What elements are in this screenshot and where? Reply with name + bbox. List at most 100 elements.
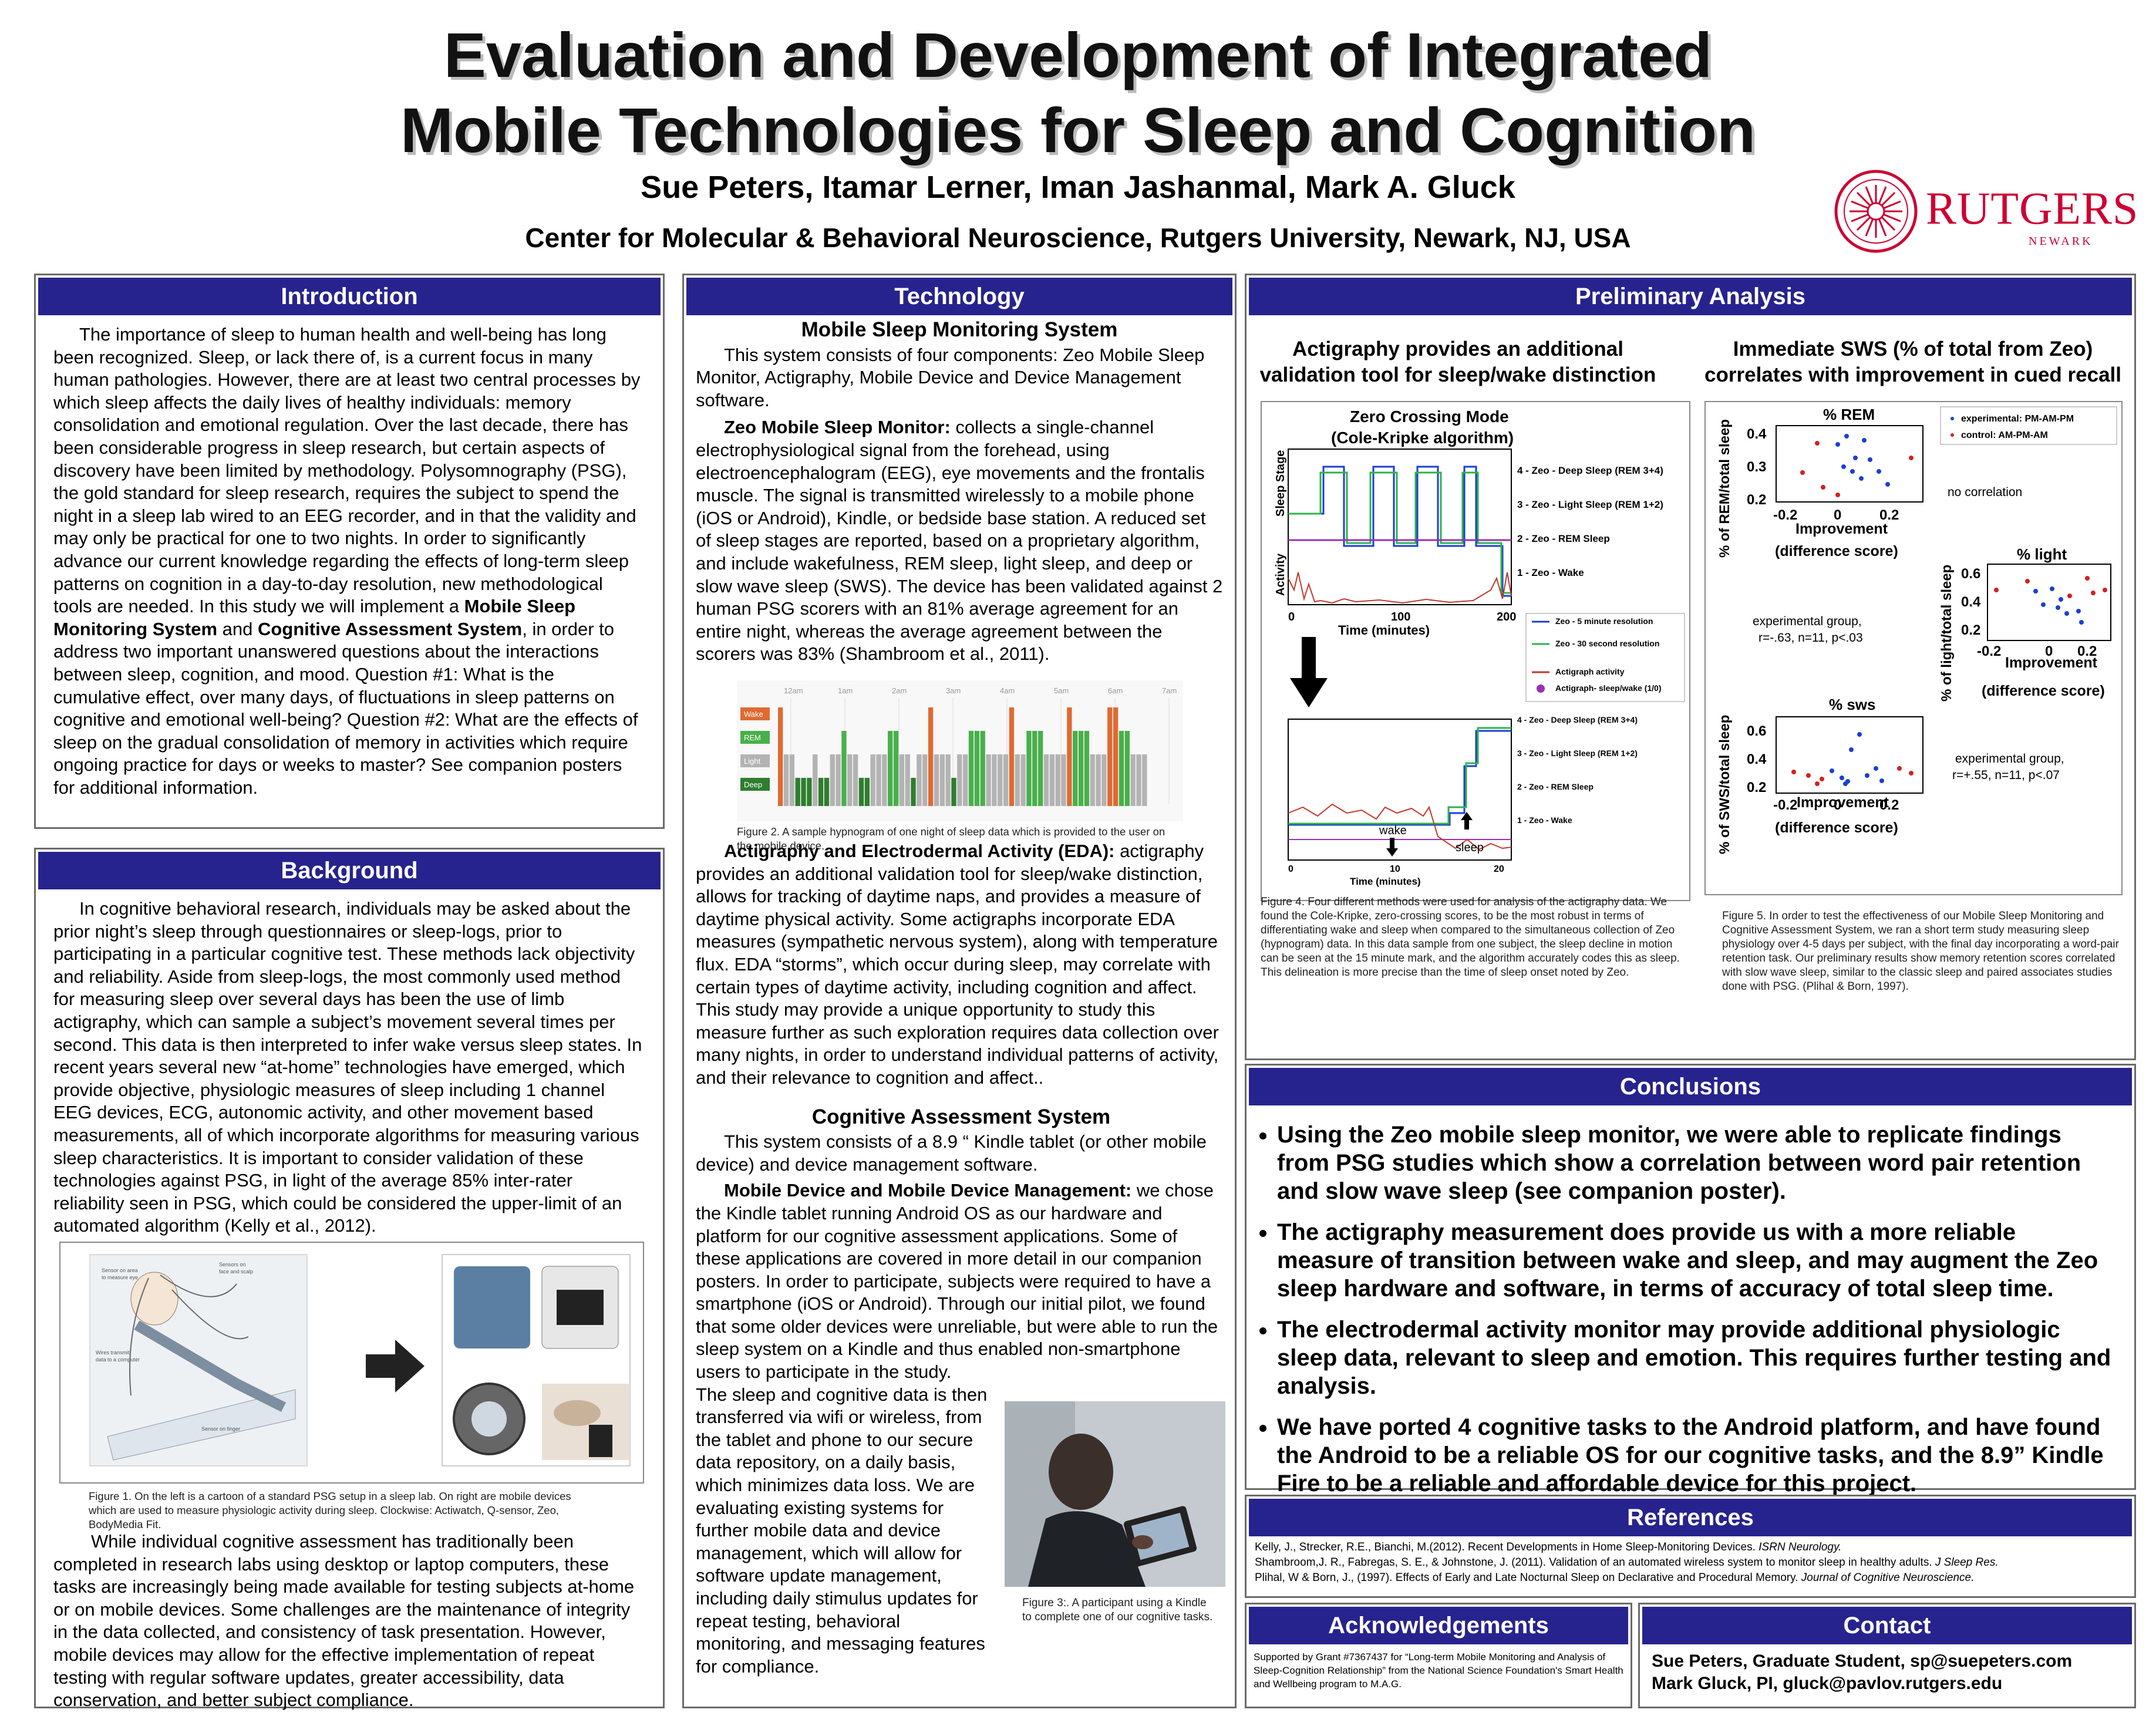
background-text-2: While individual cognitive assessment ha… <box>53 1531 635 1711</box>
contact-heading: Contact <box>1642 1607 2132 1644</box>
reference-2: Shambroom,J. R., Fabregas, S. E., & John… <box>1255 1555 2126 1570</box>
affiliation: Center for Molecular & Behavioral Neuros… <box>525 222 1631 253</box>
act-bottom-wake-label: wake <box>1379 824 1407 837</box>
poster-title: Evaluation and Development of Integrated… <box>0 18 2156 168</box>
act-top-xlabel: Time (minutes) <box>1338 623 1430 638</box>
hypno-stage-label: Wake <box>744 710 763 719</box>
hypno-bar <box>968 731 974 806</box>
hypno-bar <box>934 754 939 806</box>
figure-4-caption: Figure 4. Four different methods were us… <box>1261 896 1680 979</box>
hypno-bar <box>1101 754 1107 806</box>
hypno-bar <box>1130 754 1136 806</box>
act-top-ylabel-activity: Activity <box>1274 553 1287 596</box>
references-heading: References <box>1249 1499 2132 1536</box>
scatter-point <box>2064 611 2069 616</box>
conclusion-item: The actigraphy measurement does provide … <box>1277 1218 2117 1303</box>
hypno-bar <box>922 754 928 806</box>
scatter-point <box>2050 586 2054 591</box>
hypno-stage-swatch <box>740 778 770 791</box>
scatter-point <box>1815 781 1820 786</box>
scatter-point <box>1877 469 1881 474</box>
act-bottom-sleep-label: sleep <box>1456 841 1484 854</box>
prelim-right-title: Immediate SWS (% of total from Zeo) corr… <box>1704 338 2121 386</box>
figure-1: Sensor on area to measure eye Sensors on fa… <box>59 1242 644 1483</box>
scatter-point <box>2025 579 2030 584</box>
hypno-bar <box>1015 754 1020 806</box>
hypno-bar <box>836 754 841 806</box>
cognitive-intro-text: This system consists of a 8.9 “ Kindle t… <box>696 1131 1207 1175</box>
rem-xtick-3: 0.2 <box>1879 507 1899 523</box>
background-body: In cognitive behavioral research, indivi… <box>36 892 663 1243</box>
hypno-bar <box>853 754 858 806</box>
figure-1-caption: Figure 1. On the left is a cartoon of a … <box>89 1490 571 1530</box>
hypno-bar <box>888 731 893 806</box>
sws-note-1: experimental group, <box>1955 752 2064 766</box>
introduction-heading: Introduction <box>38 278 661 315</box>
sws-title: % sws <box>1829 696 1876 713</box>
svg-text:Sensor on area: Sensor on area <box>102 1267 138 1273</box>
reference-3-journal: Journal of Cognitive Neuroscience. <box>1801 1572 1975 1584</box>
down-arrow-icon <box>1290 637 1328 707</box>
hypno-stage-label: REM <box>744 733 761 742</box>
svg-text:Sensors on: Sensors on <box>219 1262 246 1267</box>
scatter-point <box>1862 438 1867 443</box>
reference-3-text: Plihal, W & Born, J., (1997). Effects of… <box>1255 1572 1801 1584</box>
contact-line-2: Mark Gluck, PI, gluck@pavlov.rutgers.edu <box>1652 1674 2003 1693</box>
figure-3-caption: Figure 3:. A participant using a Kindle … <box>1022 1597 1213 1623</box>
rem-xtick-2: 0 <box>1834 507 1841 523</box>
legend-experimental: experimental: PM-AM-PM <box>1961 414 2074 424</box>
hypno-bar <box>1043 754 1049 806</box>
sws-ylabel: % of SWS/total sleep <box>1717 715 1733 854</box>
background-panel: Background In cognitive behavioral resea… <box>34 848 665 1710</box>
hypno-bar <box>1003 754 1009 806</box>
preliminary-analysis-heading: Preliminary Analysis <box>1249 278 2132 315</box>
hypno-bar <box>899 754 905 806</box>
eda-text: actigraphy provides an additional valida… <box>696 841 1219 1088</box>
scatter-point <box>1845 779 1850 784</box>
scatter-point <box>1835 442 1840 447</box>
act-bottom-stage-1: 1 - Zeo - Wake <box>1517 815 1572 825</box>
rem-ytick-2: 0.3 <box>1747 459 1766 475</box>
rutgers-logo: RUTGERS NEWARK <box>1832 167 2138 255</box>
act-top-xtick-100: 100 <box>1391 611 1410 623</box>
hypnogram-chart: 12am 1am 2am 3am 4am 5am 6am 7am Wake REM Light Dee… <box>737 680 1183 821</box>
sws-xlabel-1: Improvement <box>1797 794 1889 811</box>
act-bottom-zeo-green <box>1288 727 1511 825</box>
wake-arrow-icon <box>1386 838 1398 857</box>
hypno-stage-swatch <box>740 707 770 720</box>
act-top-xtick-0: 0 <box>1288 611 1295 623</box>
hypno-bar <box>911 778 916 806</box>
scatter-point <box>2041 602 2046 607</box>
zeo-text: collects a single-channel electrophysiol… <box>696 417 1223 665</box>
light-note-1: experimental group, <box>1753 615 1862 628</box>
hypno-bar <box>939 754 945 806</box>
sws-xtick-2: 0 <box>1834 797 1841 813</box>
conclusion-item: Using the Zeo mobile sleep monitor, we w… <box>1277 1121 2117 1205</box>
svg-text:data to a computer: data to a computer <box>96 1357 140 1363</box>
prelim-left-title: Actigraphy provides an additional valida… <box>1259 338 1656 386</box>
act-top-zeo-5min <box>1288 466 1511 597</box>
conclusion-item: The electrodermal activity monitor may p… <box>1277 1316 2117 1400</box>
light-ylabel: % of light/total sleep <box>1939 565 1955 702</box>
hypno-time-label: 4am <box>1000 686 1015 695</box>
scatter-point <box>1791 770 1796 774</box>
reference-2-journal: J Sleep Res. <box>1935 1556 1999 1569</box>
light-ytick-2: 0.4 <box>1961 594 1981 610</box>
tech-intro-text: This system consists of four components:… <box>696 344 1205 410</box>
hypno-bar <box>974 731 980 806</box>
scatter-point <box>1885 482 1890 487</box>
scatter-point <box>1821 485 1825 490</box>
intro-bold-mobile-sleep: Mobile Sleep Monitoring System <box>53 596 576 639</box>
hypno-bar <box>980 731 985 806</box>
hypno-bar <box>876 754 881 806</box>
scatter-point <box>1841 464 1846 469</box>
hypno-bar <box>1078 731 1084 806</box>
act-top-stage-4: 4 - Zeo - Deep Sleep (REM 3+4) <box>1517 465 1663 476</box>
act-top-ylabel-stage: Sleep Stage <box>1274 450 1287 517</box>
technology-panel: Technology Mobile Sleep Monitoring Syste… <box>682 274 1237 1708</box>
hypno-stage-swatch <box>740 731 770 744</box>
rem-ytick-1: 0.4 <box>1747 426 1767 442</box>
title-line-2: Mobile Technologies for Sleep and Cognit… <box>400 95 1756 166</box>
svg-text:to measure eye: to measure eye <box>102 1275 138 1280</box>
intro-text-c: and <box>217 618 258 639</box>
